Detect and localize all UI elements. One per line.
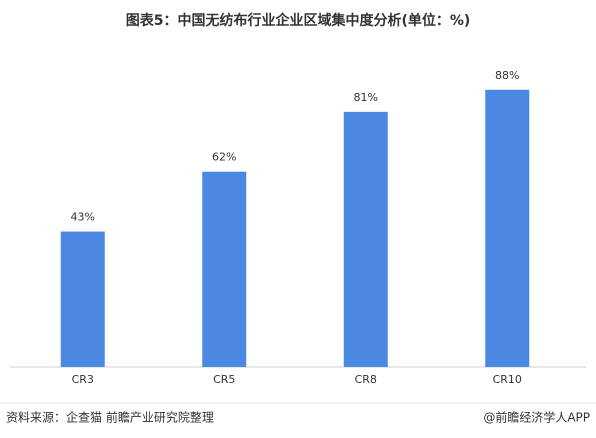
source-note: 资料来源：企查猫 前瞻产业研究院整理: [6, 410, 214, 425]
bar: [343, 111, 388, 367]
x-tick-label: CR5: [213, 373, 235, 386]
credit: @前瞻经济学人APP: [483, 410, 590, 425]
bar: [202, 171, 247, 367]
value-label: 81%: [354, 91, 378, 104]
x-tick-label: CR3: [72, 373, 94, 386]
value-label: 62%: [212, 151, 236, 164]
x-tick-label: CR10: [493, 373, 522, 386]
chart-title: 图表5：中国无纺布行业企业区域集中度分析(单位：%): [126, 12, 471, 29]
x-tick-label: CR8: [355, 373, 377, 386]
value-label: 43%: [71, 211, 95, 224]
bar: [60, 231, 105, 367]
bar: [485, 89, 530, 368]
value-label: 88%: [495, 69, 519, 82]
